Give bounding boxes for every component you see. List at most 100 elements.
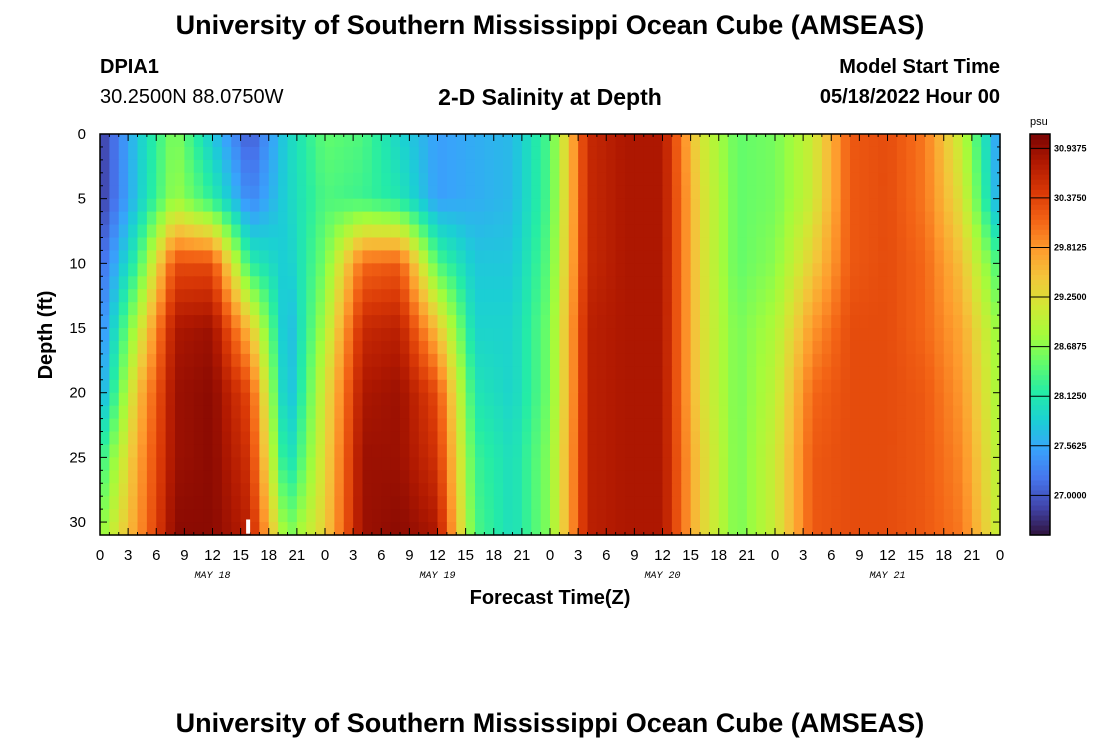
heatmap-cell: [306, 185, 317, 200]
heatmap-cell: [681, 353, 692, 368]
heatmap-cell: [981, 302, 992, 316]
heatmap-cell: [568, 509, 579, 523]
heatmap-cell: [700, 483, 710, 497]
heatmap-cell: [156, 496, 167, 510]
heatmap-cell: [606, 496, 617, 510]
heatmap-cell: [100, 340, 110, 355]
heatmap-cell: [840, 522, 851, 536]
heatmap-cell: [615, 146, 626, 161]
colorbar-segment: [1030, 149, 1050, 155]
heatmap-cell: [550, 431, 560, 446]
heatmap-cell: [456, 392, 467, 407]
heatmap-cell: [531, 263, 542, 277]
heatmap-cell: [559, 146, 570, 161]
heatmap-cell: [803, 302, 814, 316]
heatmap-cell: [381, 263, 392, 277]
heatmap-cell: [100, 392, 110, 407]
heatmap-cell: [446, 483, 457, 497]
heatmap-cell: [146, 379, 157, 394]
heatmap-cell: [306, 379, 317, 394]
heatmap-cell: [953, 457, 964, 471]
heatmap-cell: [446, 418, 457, 433]
heatmap-cell: [737, 444, 748, 458]
heatmap-cell: [381, 172, 392, 187]
heatmap-cell: [175, 522, 185, 536]
heatmap-cell: [671, 146, 682, 161]
heatmap-cell: [193, 418, 204, 433]
heatmap-cell: [690, 250, 701, 264]
heatmap-cell: [850, 185, 860, 200]
heatmap-cell: [400, 431, 410, 446]
heatmap-cell: [887, 457, 898, 471]
heatmap-cell: [156, 522, 167, 536]
heatmap-cell: [118, 353, 129, 368]
heatmap-cell: [184, 405, 195, 420]
heatmap-cell: [315, 431, 326, 446]
heatmap-cell: [334, 328, 345, 342]
heatmap-cell: [343, 146, 354, 161]
heatmap-cell: [831, 431, 842, 446]
x-tick-label: 3: [799, 547, 807, 564]
heatmap-cell: [653, 172, 664, 187]
heatmap-cell: [915, 418, 926, 433]
heatmap-cell: [296, 276, 307, 290]
heatmap-cell: [278, 353, 289, 368]
colorbar-segment: [1030, 474, 1050, 481]
heatmap-cell: [371, 509, 382, 523]
heatmap-cell: [362, 379, 373, 394]
heatmap-cell: [868, 276, 879, 290]
heatmap-cell: [906, 522, 917, 536]
heatmap-cell: [484, 457, 495, 471]
heatmap-cell: [662, 211, 673, 226]
heatmap-cell: [868, 444, 879, 458]
heatmap-cell: [128, 289, 139, 303]
heatmap-cell: [306, 211, 317, 226]
heatmap-cell: [390, 483, 401, 497]
heatmap-cell: [446, 159, 457, 174]
heatmap-cell: [990, 431, 1001, 446]
heatmap-cell: [681, 146, 692, 161]
heatmap-cell: [390, 198, 401, 213]
heatmap-cell: [765, 431, 776, 446]
heatmap-cell: [962, 198, 973, 213]
heatmap-cell: [662, 457, 673, 471]
heatmap-cell: [221, 483, 232, 497]
heatmap-cell: [512, 444, 523, 458]
heatmap-cell: [465, 340, 476, 355]
heatmap-cell: [831, 289, 842, 303]
heatmap-cell: [850, 392, 860, 407]
heatmap-cell: [381, 379, 392, 394]
heatmap-cell: [428, 289, 439, 303]
heatmap-cell: [175, 289, 185, 303]
heatmap-cell: [296, 185, 307, 200]
heatmap-cell: [128, 302, 139, 316]
heatmap-cell: [203, 470, 214, 484]
heatmap-cell: [821, 289, 832, 303]
heatmap-cell: [184, 315, 195, 329]
heatmap-cell: [606, 134, 617, 148]
heatmap-cell: [343, 237, 354, 252]
heatmap-cell: [990, 457, 1001, 471]
heatmap-cell: [446, 315, 457, 329]
heatmap-cell: [878, 237, 889, 252]
heatmap-cell: [493, 263, 504, 277]
heatmap-cell: [203, 185, 214, 200]
heatmap-cell: [212, 263, 223, 277]
heatmap-cell: [765, 457, 776, 471]
heatmap-cell: [803, 444, 814, 458]
heatmap-cell: [137, 379, 148, 394]
heatmap-cell: [915, 431, 926, 446]
heatmap-cell: [718, 198, 729, 213]
heatmap-cell: [128, 159, 139, 174]
heatmap-cell: [887, 134, 898, 148]
heatmap-cell: [240, 328, 251, 342]
heatmap-cell: [193, 457, 204, 471]
heatmap-cell: [934, 379, 945, 394]
heatmap-cell: [306, 483, 317, 497]
heatmap-cell: [681, 328, 692, 342]
heatmap-cell: [306, 340, 317, 355]
heatmap-cell: [859, 276, 870, 290]
heatmap-cell: [550, 134, 560, 148]
heatmap-cell: [156, 470, 167, 484]
heatmap-cell: [325, 263, 335, 277]
